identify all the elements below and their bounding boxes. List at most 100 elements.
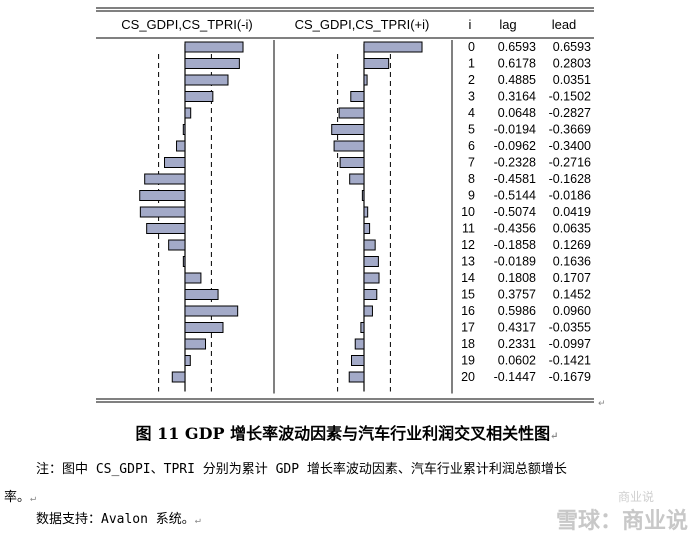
paragraph-mark: ↵ [550, 431, 559, 442]
note-line-1: 注：图中 CS_GDPI、TPRI 分别为累计 GDP 增长率波动因素、汽车行业… [36, 462, 567, 477]
column-header: CS_GDPI,CS_TPRI(+i) [295, 17, 430, 32]
column-header: lead [552, 17, 577, 32]
lead-bar [363, 305, 373, 317]
lead-value: -0.1421 [549, 354, 591, 368]
lead-value: -0.2827 [549, 106, 591, 120]
lead-value: -0.1502 [549, 90, 591, 104]
lag-index: 13 [461, 255, 475, 269]
lead-bar [360, 322, 365, 333]
lead-bar [350, 91, 365, 102]
lag-value: -0.0189 [494, 255, 536, 269]
lead-bar [338, 107, 365, 119]
lag-bar [184, 322, 224, 333]
lag-bar [139, 190, 186, 201]
lead-bar [363, 41, 423, 53]
lag-bar [144, 173, 186, 185]
lag-bar [184, 355, 191, 366]
lag-index: 17 [461, 321, 475, 335]
lead-value: 0.1707 [553, 271, 591, 285]
cross-correlogram-chart: CS_GDPI,CS_TPRI(-i) CS_GDPI,CS_TPRI(+i) i l… [96, 7, 606, 409]
lag-bar [184, 41, 244, 53]
column-header: CS_GDPI,CS_TPRI(-i) [121, 17, 252, 32]
lag-value: 0.6178 [498, 57, 536, 71]
caption-text: 图 11 GDP 增长率波动因素与汽车行业利润交叉相关性图 [135, 424, 551, 443]
lead-value: -0.0186 [549, 189, 591, 203]
column-header: i [469, 17, 472, 32]
data-source: 数据支持：Avalon 系统。↵ [36, 512, 201, 527]
lag-value: -0.5074 [494, 205, 536, 219]
lag-index: 7 [468, 156, 475, 170]
lead-bar [361, 190, 365, 201]
lag-index: 5 [468, 123, 475, 137]
lag-value: 0.0602 [498, 354, 536, 368]
lag-index: 4 [468, 106, 475, 120]
lag-value: -0.0962 [494, 139, 536, 153]
lag-value: -0.4581 [494, 172, 536, 186]
lag-index: 12 [461, 238, 475, 252]
lag-bar [168, 239, 186, 251]
lag-bar [184, 74, 229, 86]
lag-index: 15 [461, 288, 475, 302]
lag-bar [164, 157, 186, 168]
lag-bar [184, 91, 214, 102]
lead-bar [363, 239, 376, 251]
lag-value: -0.5144 [494, 189, 536, 203]
lag-bar [184, 272, 202, 284]
lag-index: 10 [461, 205, 475, 219]
lag-index: 18 [461, 337, 475, 351]
lag-index: 3 [468, 90, 475, 104]
lag-value: 0.3164 [498, 90, 536, 104]
lag-value: 0.6593 [498, 40, 536, 54]
lag-index: 0 [468, 40, 475, 54]
lead-bar [363, 256, 379, 267]
lead-bar [363, 223, 371, 234]
lag-value: 0.5986 [498, 304, 536, 318]
lag-index: 8 [468, 172, 475, 186]
lag-value: 0.2331 [498, 337, 536, 351]
lead-value: 0.0635 [553, 222, 591, 236]
lag-bar [171, 371, 186, 383]
lag-value: -0.0194 [494, 123, 536, 137]
lag-bar [182, 256, 186, 267]
lag-value: 0.0648 [498, 106, 536, 120]
lead-value: 0.0419 [553, 205, 591, 219]
lead-value: -0.3400 [549, 139, 591, 153]
lag-bar [182, 124, 186, 135]
lead-bar [350, 355, 365, 366]
lag-bar [139, 206, 186, 218]
lead-bar [349, 173, 365, 185]
lag-index: 6 [468, 139, 475, 153]
lead-value: -0.0997 [549, 337, 591, 351]
lag-bar [184, 107, 192, 119]
lag-value: 0.3757 [498, 288, 536, 302]
figure-caption: 图 11 GDP 增长率波动因素与汽车行业利润交叉相关性图↵ [0, 420, 694, 444]
lead-value: -0.3669 [549, 123, 591, 137]
lead-value: 0.2803 [553, 57, 591, 71]
lag-index: 11 [462, 222, 475, 236]
lead-value: 0.6593 [553, 40, 591, 54]
lag-index: 16 [461, 304, 475, 318]
lag-value: -0.4356 [494, 222, 536, 236]
lead-value: -0.1679 [549, 370, 591, 384]
note-line-2: 率。↵ [4, 490, 37, 505]
lead-value: -0.2716 [549, 156, 591, 170]
lead-value: 0.0960 [553, 304, 591, 318]
watermark: 雪球：商业说 [555, 509, 688, 534]
lead-bar [331, 124, 365, 135]
lag-value: -0.2328 [494, 156, 536, 170]
lag-bar [184, 58, 240, 69]
lead-bar [363, 206, 369, 218]
column-header: lag [499, 17, 516, 32]
lead-bar [333, 140, 365, 152]
lead-bar [363, 289, 378, 300]
lead-value: 0.1636 [553, 255, 591, 269]
source-text: 数据支持：Avalon 系统。 [36, 512, 195, 527]
figure-note: 注：图中 CS_GDPI、TPRI 分别为累计 GDP 增长率波动因素、汽车行业… [4, 456, 694, 513]
lag-bar [146, 223, 186, 234]
lead-bar [339, 157, 365, 168]
lag-index: 20 [461, 370, 475, 384]
note-line-2-text: 率。 [4, 490, 31, 505]
lag-bar [176, 140, 186, 152]
lag-value: 0.4317 [498, 321, 536, 335]
lead-bar [354, 338, 365, 350]
